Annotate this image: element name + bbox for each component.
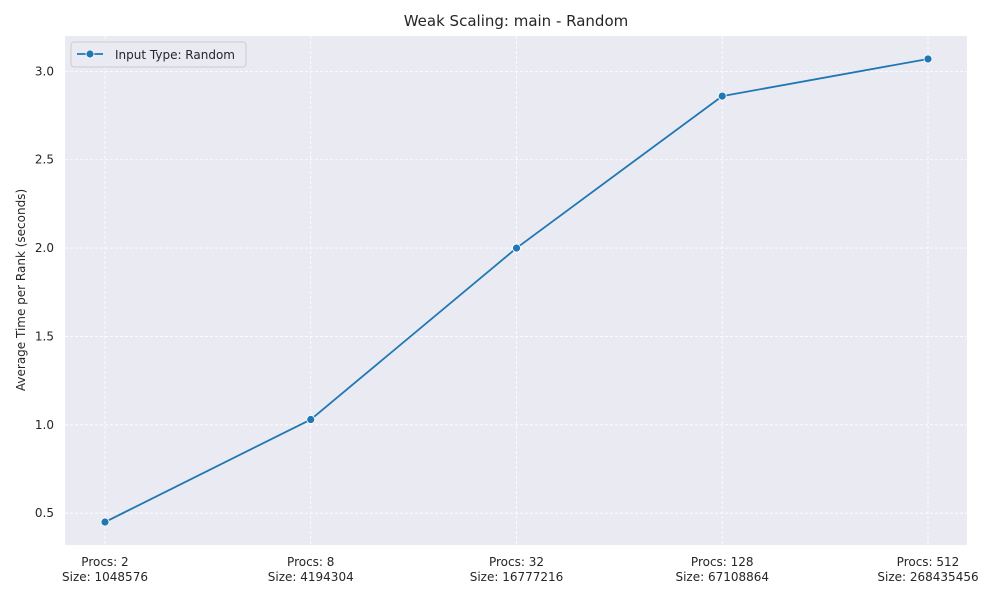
y-tick-label: 2.5 (35, 153, 54, 167)
data-point (100, 517, 110, 527)
data-point (717, 91, 727, 101)
legend-box (70, 41, 247, 68)
y-tick-label: 0.5 (35, 506, 54, 520)
x-tick-label: Procs: 128 (691, 555, 754, 569)
series-layer (100, 54, 933, 527)
x-tick-label: Size: 268435456 (877, 570, 978, 584)
data-point (306, 415, 316, 424)
x-tick-label: Procs: 8 (287, 555, 334, 569)
plot-area (65, 36, 967, 545)
y-tick-label: 1.5 (35, 329, 54, 343)
grid-lines (65, 36, 967, 545)
y-tick-label: 2.0 (35, 241, 54, 255)
y-axis: 0.5 1.0 1.5 2.0 2.5 3.0 (35, 64, 54, 520)
x-tick-label: Procs: 32 (489, 555, 544, 569)
x-tick-label: Procs: 512 (897, 555, 960, 569)
legend-point-marker (85, 49, 95, 59)
y-tick-label: 1.0 (35, 418, 54, 432)
x-tick-label: Size: 67108864 (675, 570, 769, 584)
x-tick-label: Procs: 2 (81, 555, 128, 569)
data-point (512, 243, 521, 253)
x-tick-label: Size: 1048576 (62, 570, 148, 584)
legend-label: Input Type: Random (115, 48, 235, 62)
x-tick-label: Size: 4194304 (268, 570, 354, 584)
y-axis-label: Average Time per Rank (seconds) (14, 189, 28, 391)
y-tick-label: 3.0 (35, 64, 54, 78)
chart-title: Weak Scaling: main - Random (404, 12, 629, 30)
legend: Input Type: Random (70, 41, 247, 68)
x-tick-label: Size: 16777216 (470, 570, 564, 584)
data-point (923, 54, 933, 64)
